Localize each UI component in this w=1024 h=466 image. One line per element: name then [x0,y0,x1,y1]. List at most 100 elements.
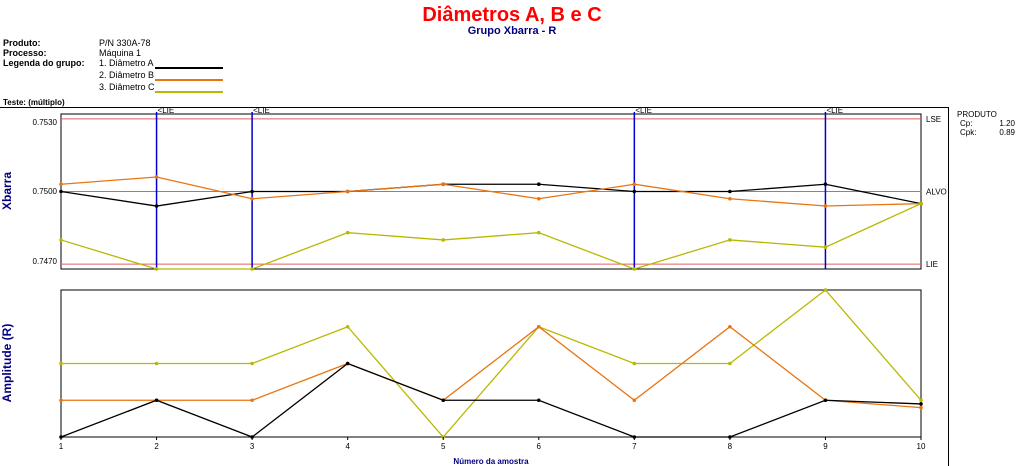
ref-line-label: LIE [926,260,938,269]
product-label: Produto: [3,38,41,48]
xbar-tick-label: 0.7500 [33,187,58,196]
range-point [632,398,637,403]
range-series-line [61,289,922,438]
range-point [59,398,63,403]
side-panel: PRODUTO Cp: 1.20 Cpk: 0.89 [957,110,1019,137]
range-series-line [61,325,922,409]
x-axis-title: Número da amostra [453,457,529,466]
side-divider [948,107,949,466]
range-point [345,361,350,366]
range-point [919,405,923,410]
cpk-value: 0.89 [999,128,1015,137]
xbar-layer: LSE ALVO LIE <LIE <LIE <LIE <LIE [59,106,947,271]
range-point [919,398,923,403]
cpk-label: Cpk: [960,128,977,137]
xbar-point [345,189,350,194]
range-point [441,398,446,403]
xbar-point [59,238,63,242]
legend-label: Legenda do grupo: [3,58,85,68]
xbar-tick-label: 0.7530 [33,118,58,127]
xbar-point [536,182,541,187]
xbar-point [250,267,254,271]
legend-swatch-c [155,91,223,93]
x-tick-label: 5 [441,442,446,451]
xbar-series-line [60,183,922,207]
range-point [919,402,923,406]
x-tick-label: 10 [917,442,926,451]
x-tick-label: 9 [823,442,828,451]
process-label: Processo: [3,48,47,58]
x-tick-label: 7 [632,442,637,451]
range-axis-title: Amplitude (R) [0,324,14,403]
xbar-point [59,189,63,194]
chart-title: Diâmetros A, B e C [422,4,602,26]
legend-swatch-a [155,67,223,69]
range-point [728,361,732,366]
xbar-tick-label: 0.7470 [33,257,58,266]
xbar-point [441,182,446,187]
cp-value: 1.20 [999,119,1015,128]
range-point [154,361,159,366]
legend-item-a: 1. Diâmetro A [99,58,154,68]
lie-marker-label: <LIE [635,106,652,115]
xbar-point [728,196,732,201]
xbar-axis-title: Xbarra [0,172,14,210]
range-point [728,324,732,329]
range-point [536,324,541,329]
cp-label: Cp: [960,119,973,128]
side-panel-title: PRODUTO [957,110,997,119]
x-tick-label: 6 [537,442,542,451]
ref-line-label: LSE [926,115,941,124]
test-label: Teste: (múltiplo) [3,98,65,107]
xbar-point [823,245,828,250]
range-point [250,398,254,403]
xbar-point [154,175,159,179]
range-point [823,398,828,403]
range-point [250,361,254,366]
x-tick-label: 4 [345,442,350,451]
legend-item-c: 3. Diâmetro C [99,82,155,92]
range-layer: 1 2 3 4 5 6 7 8 9 10 [59,288,926,451]
ref-line-label: ALVO [926,188,947,197]
xbar-point [632,189,637,194]
range-point [632,361,637,366]
xbar-point [250,196,254,201]
x-tick-label: 8 [728,442,733,451]
xbar-point [536,196,541,201]
range-point [823,288,828,292]
range-point [59,361,63,366]
range-point [345,324,350,329]
x-tick-label: 2 [154,442,159,451]
legend-swatch-b [155,79,223,81]
range-point [536,398,541,403]
xbar-series-line [60,176,922,207]
xbar-point [59,182,63,187]
xbar-point [441,238,446,242]
x-tick-label: 3 [250,442,255,451]
xbar-point [536,230,541,235]
xbar-point [919,201,923,206]
chart-subtitle: Grupo Xbarra - R [467,25,557,37]
xbar-point [823,182,828,187]
legend-item-b: 2. Diâmetro B [99,70,155,80]
range-series-line [60,362,922,438]
xbar-point [250,189,254,194]
x-tick-label: 1 [59,442,64,451]
header-divider [0,107,948,108]
xbar-point [728,189,732,194]
xbar-point [632,182,637,187]
xbar-point [345,230,350,235]
lie-marker-label: <LIE [826,106,843,115]
lie-marker-label: <LIE [158,106,175,115]
xbar-point [728,238,732,242]
xbar-point [632,267,637,271]
range-point [154,398,159,403]
xbar-series-line [60,203,922,270]
product-value: P/N 330A-78 [99,38,151,48]
xbar-point [154,204,159,208]
xbar-point [823,204,828,208]
lie-marker-label: <LIE [253,106,270,115]
process-value: Máquina 1 [99,48,142,58]
xbar-point [154,267,159,271]
